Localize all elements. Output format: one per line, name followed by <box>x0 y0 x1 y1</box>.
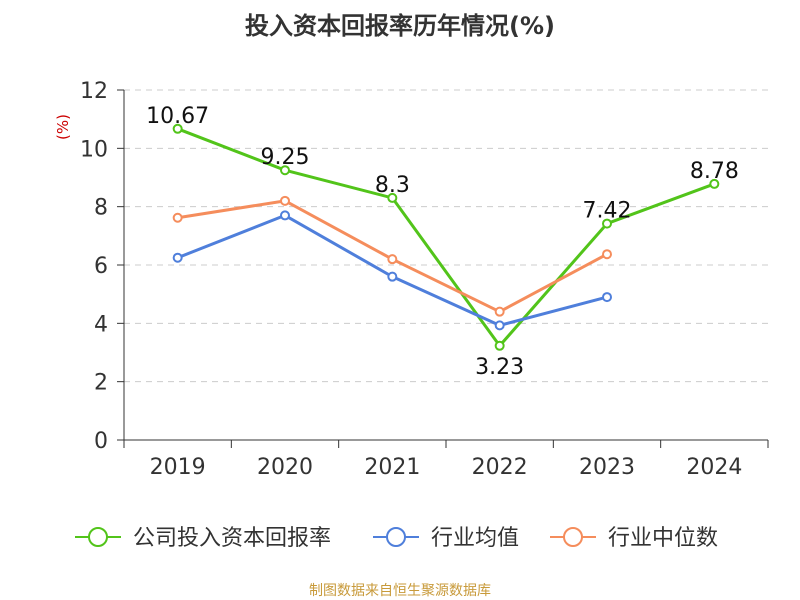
data-point <box>602 249 612 260</box>
legend-label: 行业均值 <box>431 526 519 551</box>
data-point <box>280 165 290 176</box>
data-point <box>709 178 720 189</box>
data-point <box>172 123 183 134</box>
y-tick-label: 6 <box>94 254 108 279</box>
legend-marker <box>386 527 406 547</box>
data-point <box>387 254 398 265</box>
data-point <box>494 340 505 351</box>
x-tick-label: 2023 <box>579 455 635 480</box>
x-tick-label: 2022 <box>472 455 528 480</box>
legend-label: 行业中位数 <box>608 526 718 551</box>
x-tick-label: 2019 <box>150 455 206 480</box>
chart-title: 投入资本回报率历年情况(%) <box>245 12 555 40</box>
y-tick-label: 2 <box>94 371 108 396</box>
data-point <box>387 192 398 203</box>
data-point <box>494 320 505 331</box>
x-tick-label: 2021 <box>364 455 420 480</box>
data-label: 8.78 <box>690 159 739 184</box>
source-note: 制图数据来自恒生聚源数据库 <box>309 583 491 599</box>
data-point <box>172 252 183 263</box>
data-label: 9.25 <box>261 145 310 170</box>
data-point <box>387 271 398 282</box>
y-tick-label: 0 <box>94 429 108 454</box>
series-group <box>172 123 720 351</box>
data-point <box>280 195 290 206</box>
legend-marker <box>88 527 108 547</box>
data-label: 7.42 <box>583 199 632 224</box>
y-tick-label: 4 <box>94 312 108 337</box>
data-label: 8.3 <box>375 173 410 198</box>
data-point <box>602 218 612 229</box>
axes: 0 2 4 6 8 10 12 2019 2020 2021 2022 2023 2024 <box>80 79 769 480</box>
legend: 公司投入资本回报率 行业均值 行业中位数 <box>75 526 718 551</box>
data-point <box>280 210 290 221</box>
data-point <box>494 306 505 317</box>
data-label: 10.67 <box>146 104 209 129</box>
y-tick-label: 12 <box>80 79 108 104</box>
data-labels: 10.67 9.25 8.3 3.23 7.42 8.78 <box>146 104 739 380</box>
legend-marker <box>563 527 583 547</box>
data-point <box>602 292 612 303</box>
series-line <box>177 213 608 327</box>
legend-label: 公司投入资本回报率 <box>133 526 331 551</box>
y-tick-label: 8 <box>94 196 108 221</box>
grid <box>124 89 768 383</box>
series-line <box>177 127 715 348</box>
x-tick-label: 2020 <box>257 455 313 480</box>
x-tick-label: 2024 <box>686 455 742 480</box>
data-point <box>172 212 183 223</box>
y-tick-label: 10 <box>80 137 108 162</box>
y-axis-label: (%) <box>54 114 72 140</box>
data-label: 3.23 <box>475 355 524 380</box>
